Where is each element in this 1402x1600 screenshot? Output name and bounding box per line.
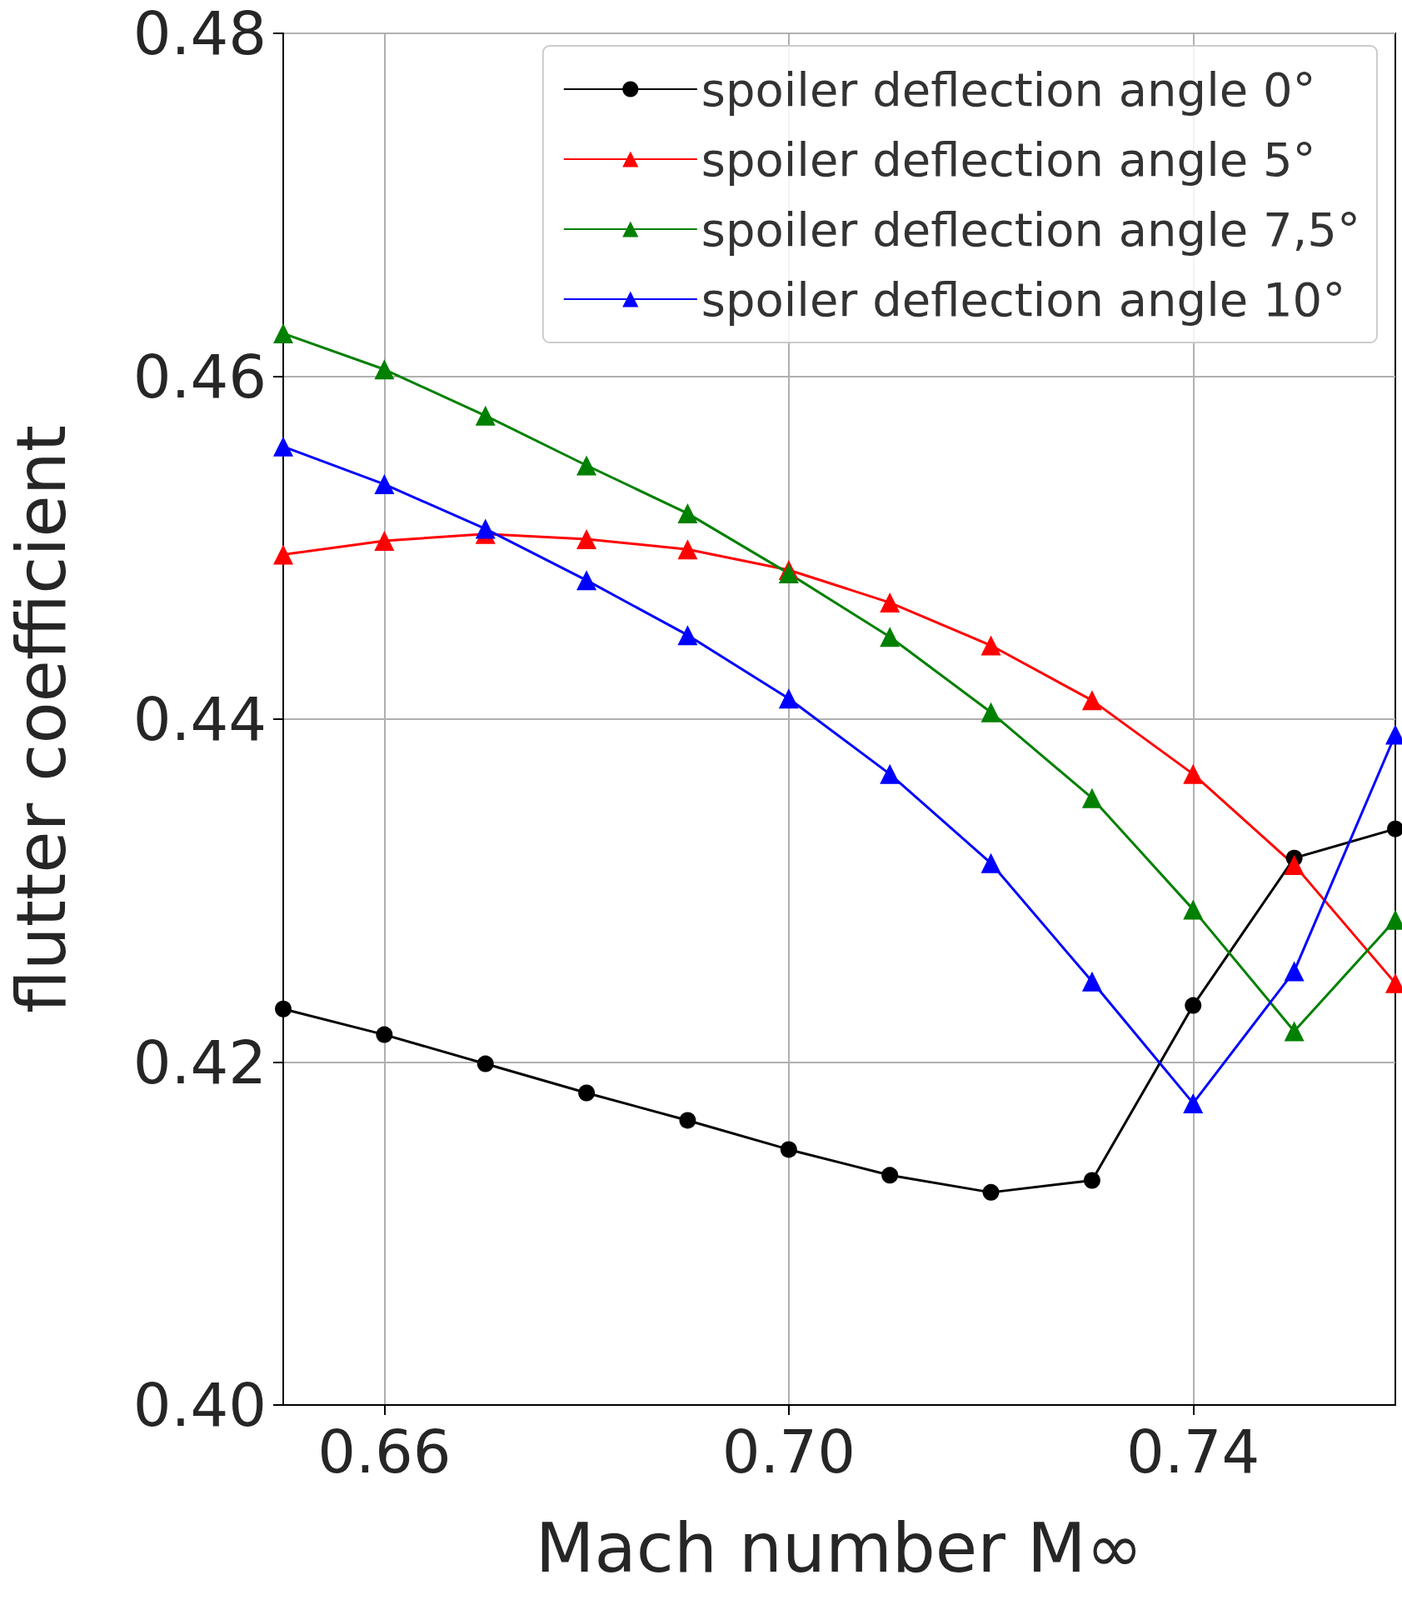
svg-text:Mach number M∞: Mach number M∞ (535, 1507, 1143, 1587)
svg-text:spoiler deflection angle 0°: spoiler deflection angle 0° (701, 62, 1317, 117)
svg-text:0.44: 0.44 (133, 683, 267, 754)
svg-text:spoiler deflection angle 10°: spoiler deflection angle 10° (701, 272, 1346, 327)
svg-text:0.74: 0.74 (1126, 1416, 1260, 1487)
svg-text:spoiler deflection angle 5°: spoiler deflection angle 5° (701, 132, 1317, 187)
svg-text:0.40: 0.40 (133, 1369, 267, 1440)
svg-text:0.48: 0.48 (133, 0, 267, 69)
svg-text:spoiler deflection angle 7,5°: spoiler deflection angle 7,5° (701, 202, 1361, 257)
svg-text:0.70: 0.70 (722, 1416, 856, 1487)
svg-text:0.42: 0.42 (133, 1027, 267, 1098)
svg-text:0.46: 0.46 (133, 341, 267, 412)
svg-text:flutter coefficient: flutter coefficient (1, 424, 81, 1013)
svg-text:0.66: 0.66 (317, 1416, 451, 1487)
